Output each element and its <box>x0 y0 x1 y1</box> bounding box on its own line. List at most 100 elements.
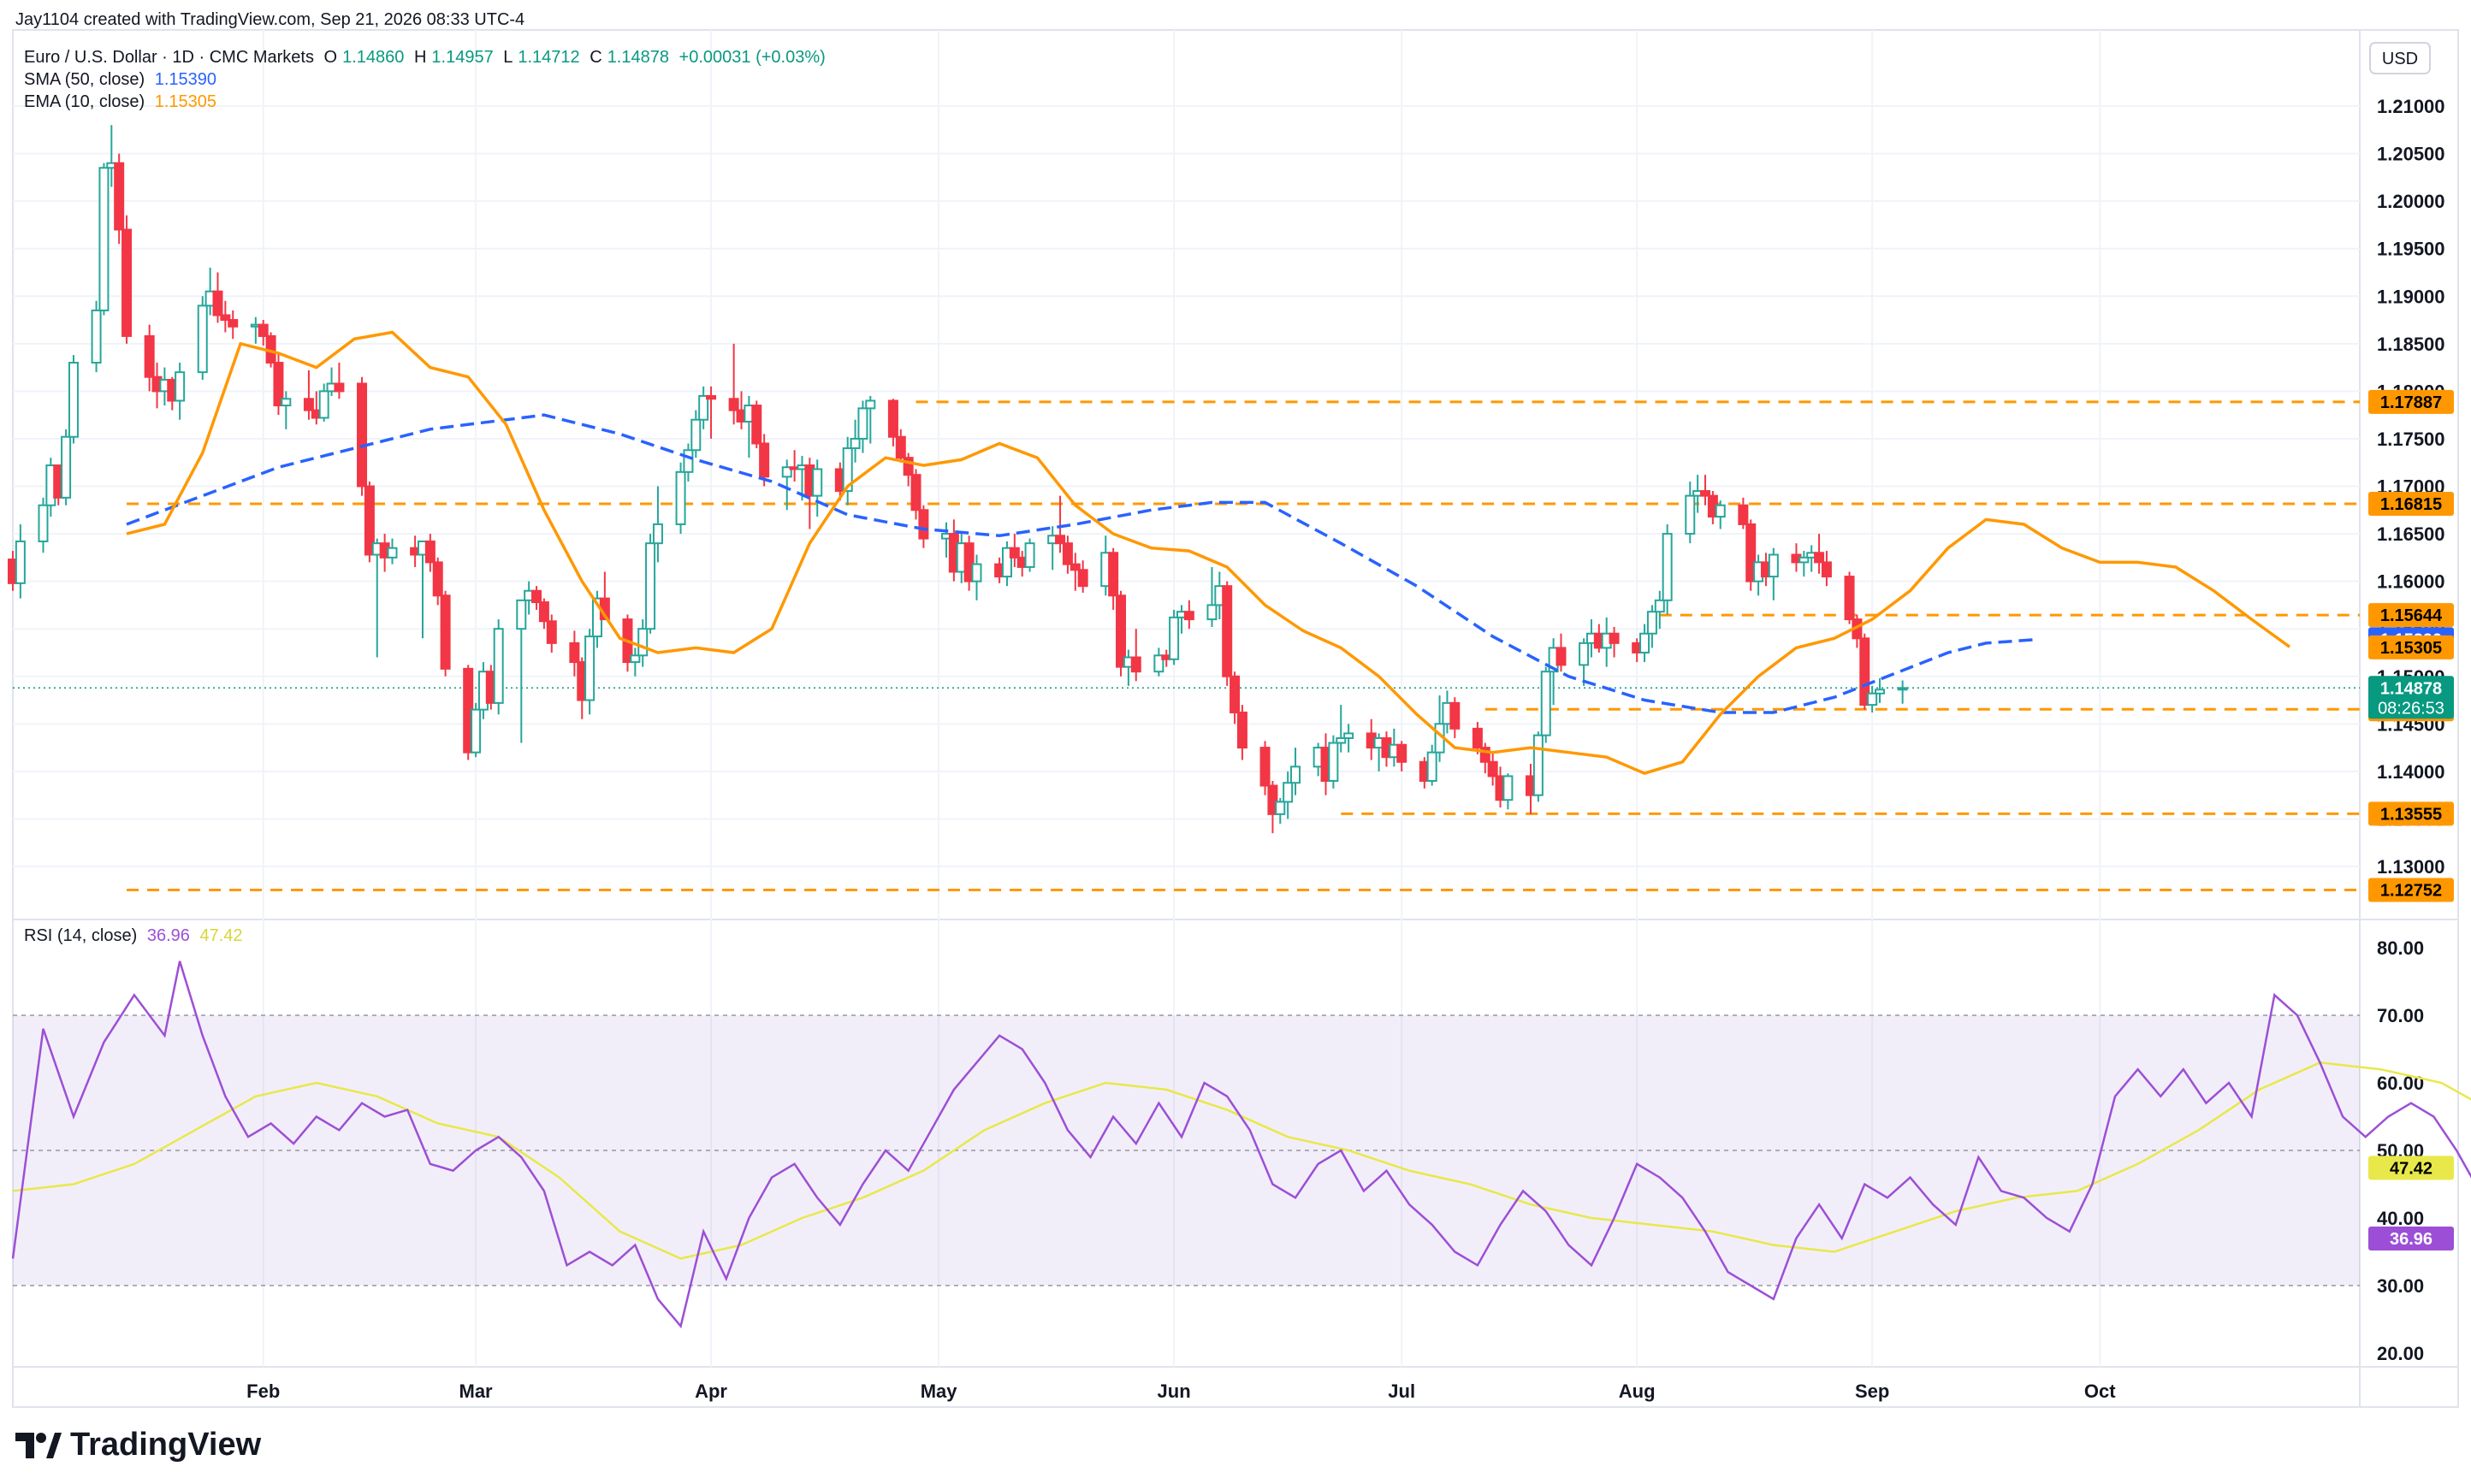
candle-body <box>1336 736 1347 744</box>
rsi-tick-label: 80.00 <box>2377 937 2424 959</box>
rsi-ma-value: 47.42 <box>199 926 243 945</box>
currency-box <box>2369 42 2431 74</box>
month-label: Mar <box>459 1381 494 1402</box>
ema-line <box>126 330 2291 775</box>
candle-body <box>1116 594 1127 668</box>
candle-body <box>781 466 792 478</box>
candle-body <box>675 470 686 525</box>
candle-body <box>1062 542 1073 565</box>
price-tick-label: 1.20500 <box>2377 144 2445 165</box>
rsi-tick-label: 40.00 <box>2377 1208 2424 1229</box>
candle-body <box>728 398 739 411</box>
price-tick-label: 1.16500 <box>2377 523 2445 545</box>
month-label: Sep <box>1855 1381 1889 1402</box>
candle-body <box>865 399 876 410</box>
price-tick-label: 1.20000 <box>2377 191 2445 212</box>
sma-legend[interactable]: SMA (50, close) 1.15390 <box>24 70 222 90</box>
candle-body <box>1639 632 1650 653</box>
candle-body <box>1540 671 1551 736</box>
candle-body <box>1130 656 1141 673</box>
tradingview-wordmark: TradingView <box>70 1427 262 1463</box>
candle-body <box>698 394 709 421</box>
candle-body <box>1259 747 1271 787</box>
candle-body <box>334 382 345 393</box>
candle-body <box>273 362 284 407</box>
rsi-legend[interactable]: RSI (14, close) 36.96 47.42 <box>24 926 248 946</box>
candle-body <box>1685 494 1696 535</box>
rsi-line <box>11 961 2471 1329</box>
candle-body <box>759 442 770 478</box>
candle-body <box>1426 751 1437 782</box>
candle-body <box>281 398 292 407</box>
tradingview-brand[interactable]: TradingView <box>15 1427 261 1463</box>
candle-body <box>493 628 504 704</box>
candle-body <box>1222 585 1233 677</box>
candle-body <box>1875 689 1886 695</box>
close-label: C <box>590 48 602 67</box>
candle-body <box>1230 675 1241 713</box>
ema-label: EMA (10, close) <box>24 92 145 111</box>
candle-body <box>1449 701 1461 730</box>
candle-body <box>91 309 102 364</box>
candle-body <box>538 601 549 623</box>
candle-body <box>812 468 823 497</box>
ema-legend[interactable]: EMA (10, close) 1.15305 <box>24 92 222 112</box>
open-value: 1.14860 <box>342 48 405 67</box>
level-price-label-bg <box>2368 389 2454 414</box>
candle-body <box>387 547 398 559</box>
rsi-value-label: 47.42 <box>2390 1159 2432 1178</box>
candle-body <box>751 405 762 445</box>
level-price-label-bg <box>2368 878 2454 902</box>
rsi-ma-line <box>12 1061 2471 1260</box>
candle-body <box>706 394 717 400</box>
low-value: 1.14712 <box>518 48 580 67</box>
candle-body <box>1055 535 1066 545</box>
candle-body <box>683 449 694 473</box>
candle-body <box>1844 576 1855 621</box>
month-label: Jul <box>1388 1381 1415 1402</box>
candle-body <box>1009 547 1020 559</box>
candle-body <box>61 435 72 499</box>
high-value: 1.14957 <box>431 48 494 67</box>
sma-value: 1.15390 <box>154 70 217 89</box>
candle-body <box>910 474 921 511</box>
price-tick-label: 1.16000 <box>2377 571 2445 593</box>
candle-body <box>471 708 482 754</box>
symbol-title[interactable]: Euro / U.S. Dollar · 1D · CMC Markets <box>24 48 314 67</box>
candle-body <box>895 435 906 459</box>
candle-body <box>1532 734 1544 796</box>
candle-body <box>1798 556 1810 564</box>
price-tick-label: 1.19500 <box>2377 239 2445 260</box>
candle-body <box>857 407 868 440</box>
candle-body <box>1487 760 1498 777</box>
candle-body <box>918 509 929 540</box>
candle-body <box>1768 553 1779 578</box>
candle-body <box>1609 632 1620 644</box>
candle-body <box>1867 692 1878 707</box>
candle-body <box>1070 563 1081 571</box>
candle-body <box>1206 604 1218 621</box>
candle-body <box>1024 542 1035 568</box>
price-tick-label: 1.13000 <box>2377 856 2445 878</box>
candles-group <box>8 125 1908 834</box>
candle-body <box>690 418 702 452</box>
close-value: 1.14878 <box>607 48 669 67</box>
candle-body <box>1745 523 1757 582</box>
candle-body <box>1662 533 1673 601</box>
candle-body <box>1814 552 1825 564</box>
sma-line <box>126 413 2040 714</box>
level-price-label-bg <box>2368 801 2454 826</box>
indicator-price-label-bg <box>2368 635 2454 659</box>
candle-body <box>1267 784 1278 815</box>
candle-body <box>303 398 314 411</box>
indicator-price-label: 1.14878 <box>2380 679 2442 698</box>
sma-label: SMA (50, close) <box>24 70 145 89</box>
candle-body <box>842 447 853 493</box>
candle-body <box>903 457 914 476</box>
indicator-price-label-countdown: 08:26:53 <box>2378 699 2444 718</box>
candle-body <box>212 290 223 316</box>
candle-body <box>197 304 208 374</box>
month-label: Oct <box>2084 1381 2116 1402</box>
